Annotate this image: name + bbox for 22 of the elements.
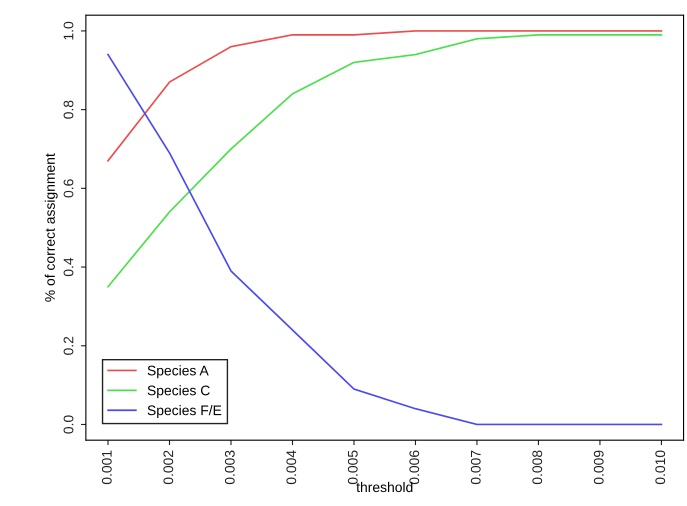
x-tick-label: 0.008 [532, 450, 542, 484]
y-tick-label: 1.0 [64, 22, 74, 40]
x-tick-label: 0.010 [655, 450, 666, 484]
x-tick-label: 0.004 [286, 450, 296, 484]
y-axis-title: % of correct assignment [44, 153, 58, 302]
x-tick-label: 0.001 [102, 450, 112, 484]
y-tick-label: 0.0 [64, 415, 74, 434]
x-tick-label: 0.003 [224, 450, 235, 484]
legend-label: Species C [148, 385, 210, 398]
line-series [107, 30, 662, 162]
y-tick-label: 0.2 [64, 336, 74, 355]
legend-label: Species F/E [148, 405, 222, 418]
x-tick-label: 0.002 [163, 450, 174, 484]
y-tick-label: 0.4 [64, 258, 74, 276]
legend-label: Species A [148, 365, 209, 378]
line-series [107, 34, 662, 288]
y-tick-label: 0.8 [64, 100, 74, 119]
x-tick-label: 0.009 [594, 450, 604, 484]
line-series [107, 54, 662, 426]
y-tick-label: 0.6 [64, 179, 74, 198]
x-tick-label: 0.007 [470, 450, 481, 484]
x-tick-label: 0.005 [348, 450, 358, 484]
